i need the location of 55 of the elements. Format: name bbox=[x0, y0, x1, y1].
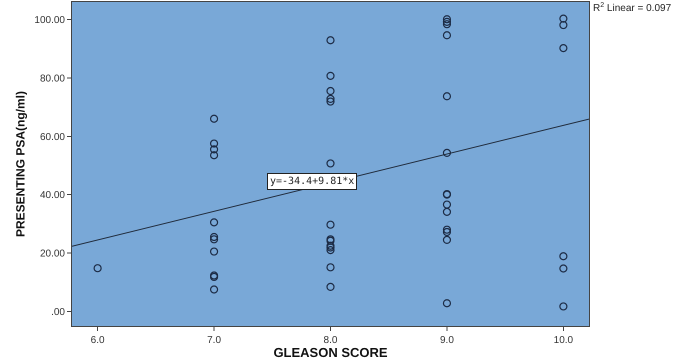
point bbox=[442, 92, 452, 100]
point bbox=[94, 264, 102, 272]
y-tick-label: 80.00 bbox=[40, 73, 66, 84]
point bbox=[326, 220, 335, 229]
y-tick-label: 20.00 bbox=[40, 248, 66, 260]
y-axis-title: PRESENTING PSA(ng/ml) bbox=[14, 90, 28, 238]
point bbox=[559, 302, 568, 311]
point bbox=[210, 235, 218, 244]
point bbox=[442, 226, 452, 234]
point bbox=[210, 218, 218, 226]
point bbox=[326, 97, 335, 106]
point bbox=[559, 20, 568, 30]
point bbox=[442, 15, 452, 24]
x-tick-label: 7.0 bbox=[207, 335, 222, 346]
point bbox=[442, 200, 452, 209]
annotation: y=-34.4+9.81*x bbox=[270, 176, 354, 187]
point bbox=[559, 14, 568, 23]
point bbox=[210, 151, 218, 160]
x-tick-label: 10.0 bbox=[554, 335, 574, 346]
point bbox=[210, 247, 218, 256]
point bbox=[326, 72, 335, 80]
point bbox=[442, 299, 452, 308]
point bbox=[559, 264, 568, 273]
point bbox=[442, 20, 452, 28]
y-tick-label: .00 bbox=[51, 306, 66, 318]
point bbox=[442, 31, 452, 40]
point bbox=[559, 252, 568, 260]
y-tick-label: 40.00 bbox=[40, 190, 66, 202]
point bbox=[442, 208, 452, 216]
text: R$^{2}$ Linear = 0.097 bbox=[593, 2, 672, 14]
point bbox=[442, 228, 452, 236]
y-tick-label: 100.00 bbox=[34, 15, 66, 26]
point bbox=[442, 236, 452, 244]
point bbox=[326, 86, 335, 96]
point bbox=[442, 18, 452, 26]
y-tick-label: 60.00 bbox=[40, 132, 66, 143]
point bbox=[210, 285, 218, 294]
point bbox=[326, 242, 335, 250]
point bbox=[326, 282, 335, 291]
point bbox=[210, 145, 218, 154]
point bbox=[326, 94, 335, 104]
point bbox=[210, 114, 218, 123]
point bbox=[326, 159, 335, 168]
x-tick-label: 8.0 bbox=[324, 335, 338, 346]
point bbox=[326, 246, 335, 254]
point bbox=[559, 44, 568, 52]
point bbox=[210, 139, 218, 148]
x-axis-title: GLEASON SCORE bbox=[273, 345, 388, 360]
point bbox=[210, 232, 218, 242]
x-tick-label: 9.0 bbox=[440, 335, 454, 346]
point bbox=[326, 36, 335, 44]
point bbox=[442, 148, 452, 158]
x-tick-label: 6.0 bbox=[90, 335, 106, 346]
point bbox=[326, 243, 335, 252]
point bbox=[326, 263, 335, 272]
